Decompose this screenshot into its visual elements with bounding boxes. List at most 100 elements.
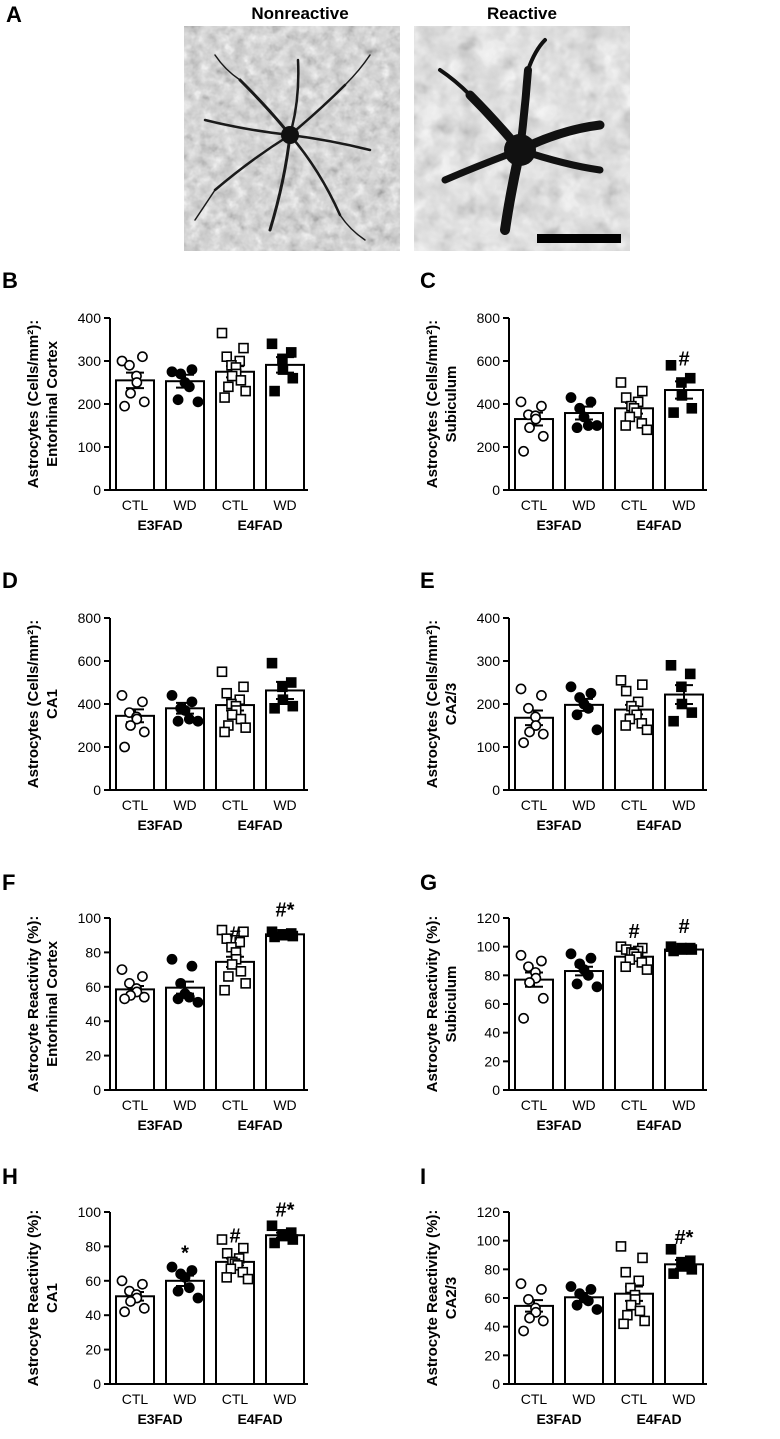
- data-point: [277, 681, 288, 693]
- data-point: [536, 955, 547, 967]
- data-point: [565, 681, 577, 693]
- data-point: [172, 715, 184, 727]
- micrograph-nonreactive: [184, 26, 400, 251]
- data-point: [518, 737, 529, 749]
- x-category-label: CTL: [521, 1097, 548, 1113]
- scale-bar: [537, 234, 621, 243]
- panel-letter-c: C: [420, 268, 436, 293]
- bar-wd-e3fad: [165, 707, 205, 791]
- data-point: [216, 924, 228, 936]
- data-point: [668, 945, 679, 957]
- data-point: [235, 966, 247, 977]
- group-label-e4fad: E4FAD: [636, 817, 681, 833]
- y-tick-label: 400: [78, 310, 102, 326]
- data-point: [179, 705, 191, 716]
- data-point: [287, 1234, 299, 1245]
- y-tick-label: 80: [85, 944, 101, 960]
- data-point: [277, 694, 289, 706]
- data-point: [225, 1263, 237, 1275]
- micrograph-title-reactive: Reactive: [487, 4, 557, 23]
- data-point: [137, 351, 148, 363]
- data-point: [116, 1275, 128, 1287]
- data-point: [668, 1268, 679, 1279]
- y-tick-label: 20: [85, 1048, 101, 1064]
- data-point: [518, 445, 529, 457]
- data-point: [119, 993, 130, 1005]
- data-point: [676, 1261, 688, 1272]
- data-point: [524, 977, 535, 988]
- x-category-label: WD: [273, 1097, 296, 1113]
- data-point: [571, 422, 583, 434]
- data-point: [238, 1242, 249, 1254]
- y-tick-label: 40: [85, 1307, 101, 1323]
- data-point: [277, 353, 288, 365]
- y-tick-label: 400: [78, 696, 102, 712]
- y-tick-label: 120: [477, 910, 501, 926]
- data-point: [166, 1261, 178, 1273]
- x-category-label: CTL: [222, 497, 249, 513]
- data-point: [585, 1284, 597, 1295]
- y-axis-label-line-1: Astrocytes (Cells/mm²):: [424, 320, 441, 488]
- x-category-label: CTL: [621, 497, 648, 513]
- y-tick-label: 0: [93, 1082, 101, 1098]
- data-point: [571, 709, 583, 721]
- data-point: [515, 683, 527, 695]
- data-point: [530, 720, 542, 731]
- group-label-e4fad: E4FAD: [237, 517, 282, 533]
- data-point: [686, 707, 698, 718]
- data-point: [277, 1230, 289, 1242]
- data-point: [186, 960, 198, 972]
- data-point: [192, 396, 204, 408]
- data-point: [137, 971, 148, 982]
- data-point: [226, 709, 238, 721]
- data-point: [216, 666, 228, 678]
- data-point: [591, 1304, 603, 1315]
- y-tick-label: 100: [78, 439, 102, 455]
- data-point: [591, 981, 603, 993]
- data-point: [515, 949, 527, 961]
- x-category-label: WD: [572, 1391, 595, 1407]
- significance-marker: *: [181, 1243, 189, 1265]
- data-point: [235, 713, 247, 725]
- data-point: [591, 420, 603, 431]
- data-point: [285, 347, 297, 358]
- x-category-label: WD: [572, 1097, 595, 1113]
- data-point: [269, 385, 280, 397]
- x-category-label: CTL: [222, 1391, 249, 1407]
- significance-marker: #: [678, 916, 689, 938]
- group-label-e4fad: E4FAD: [237, 1117, 282, 1133]
- y-tick-label: 120: [477, 1204, 501, 1220]
- y-tick-label: 60: [484, 996, 500, 1012]
- y-axis-label-line-2: CA1: [44, 689, 61, 719]
- data-point: [637, 1252, 648, 1264]
- x-category-label: CTL: [521, 1391, 548, 1407]
- y-tick-label: 20: [484, 1347, 500, 1363]
- data-point: [582, 420, 594, 431]
- data-point: [192, 996, 204, 1008]
- significance-marker: #: [628, 921, 639, 943]
- y-tick-label: 0: [93, 782, 101, 798]
- x-category-label: WD: [173, 1391, 196, 1407]
- y-tick-label: 200: [78, 396, 102, 412]
- x-category-label: CTL: [122, 497, 149, 513]
- group-label-e4fad: E4FAD: [636, 517, 681, 533]
- x-category-label: WD: [672, 1391, 695, 1407]
- data-point: [269, 931, 280, 943]
- y-tick-label: 0: [492, 782, 500, 798]
- panel-i: I Astrocyte Reactivity (%): CA2/3 0 20 40 60 80…: [420, 1164, 707, 1427]
- data-point: [620, 392, 632, 403]
- panel-h: H Astrocyte Reactivity (%): CA1 0 20 40 60 80 10…: [2, 1164, 308, 1427]
- data-point: [582, 1295, 594, 1307]
- bar-wd-e4fad: [664, 1263, 704, 1385]
- data-point: [242, 1273, 254, 1285]
- data-point: [686, 944, 698, 955]
- x-category-label: WD: [672, 497, 695, 513]
- data-point: [216, 327, 228, 339]
- data-point: [668, 715, 679, 727]
- data-point: [183, 713, 195, 725]
- data-point: [668, 407, 679, 418]
- data-point: [676, 390, 688, 401]
- data-point: [565, 392, 577, 403]
- bar-wd-e4fad: [265, 1234, 305, 1385]
